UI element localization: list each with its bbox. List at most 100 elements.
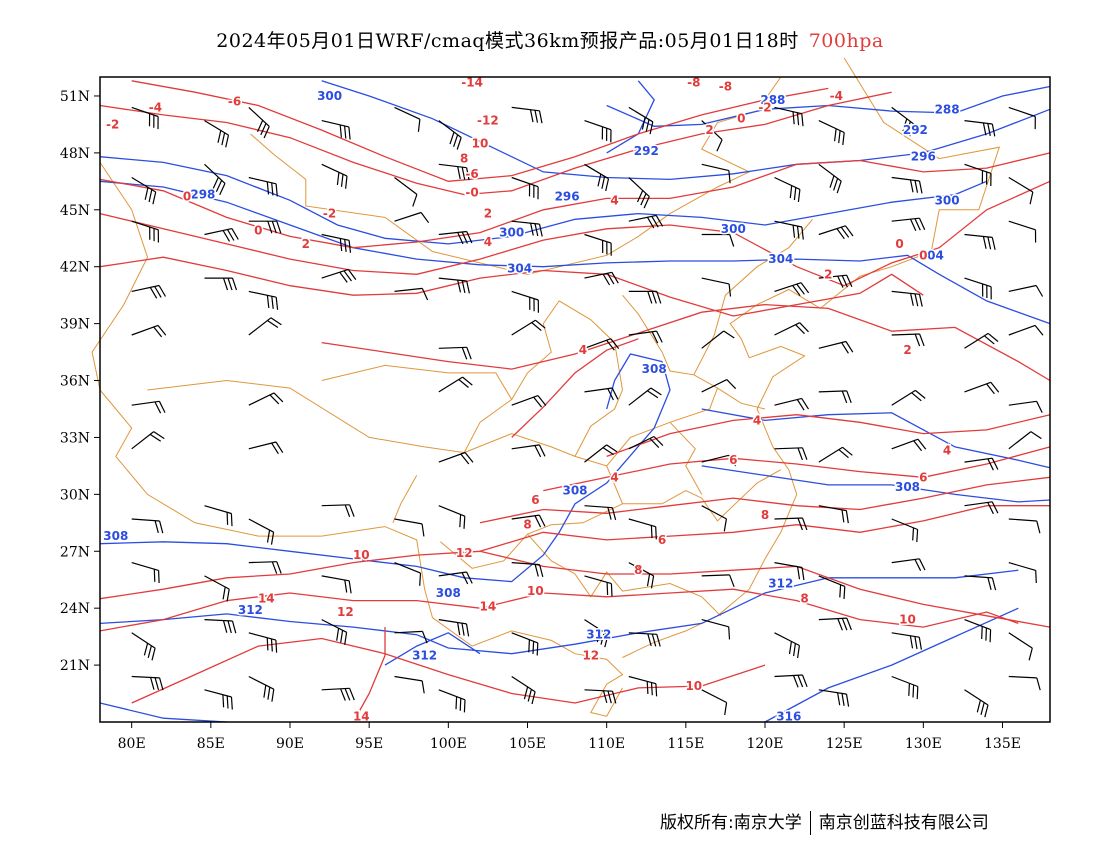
lat-label: 27N: [60, 544, 90, 560]
wind-barb: [438, 163, 470, 181]
temperature-label: 4: [609, 192, 620, 209]
wind-barb: [818, 505, 849, 524]
geopotential-label: 292: [901, 122, 929, 139]
lon-label: 130E: [905, 736, 942, 752]
lon-label: 115E: [667, 736, 704, 752]
border-line: [147, 364, 513, 454]
wind-barb: [511, 444, 546, 458]
wind-barb: [818, 390, 852, 404]
wind-barb: [964, 457, 999, 471]
company-text: 南京创蓝科技有限公司: [818, 813, 989, 833]
svg-text:296: 296: [555, 190, 580, 204]
lat-label: 45N: [60, 203, 90, 219]
wind-barb: [701, 689, 728, 716]
geopotential-label: 312: [236, 602, 264, 619]
temperature-label: 10: [898, 611, 918, 628]
wind-barb: [584, 163, 610, 192]
wind-barb: [1008, 176, 1034, 205]
svg-text:300: 300: [935, 193, 960, 207]
wind-barb: [701, 574, 735, 588]
wind-barb: [628, 387, 662, 406]
svg-text:0: 0: [183, 190, 191, 204]
svg-text:304: 304: [507, 262, 532, 276]
svg-text:-2: -2: [106, 117, 119, 131]
temperature-label: 6: [656, 531, 667, 548]
temperature-label: 14: [256, 590, 276, 607]
lon-label: 135E: [984, 736, 1021, 752]
svg-text:2: 2: [903, 343, 911, 357]
wind-barb: [774, 397, 810, 411]
wind-barb: [248, 290, 279, 310]
lat-label: 51N: [60, 89, 90, 105]
svg-text:2: 2: [705, 123, 713, 137]
lon-label: 120E: [747, 736, 784, 752]
wind-barb: [394, 211, 430, 224]
wind-barb: [438, 346, 472, 360]
svg-text:0: 0: [254, 224, 262, 238]
temperature-contours: [99, 80, 1051, 723]
lon-label: 80E: [118, 736, 146, 752]
geopotential-contour-line: [99, 156, 987, 245]
wind-barb: [511, 176, 539, 200]
geopotential-label: 296: [909, 148, 937, 165]
border-line: [606, 294, 719, 467]
wind-barb: [964, 233, 996, 250]
temperature-label: 0: [253, 222, 264, 239]
wind-barb: [248, 176, 278, 197]
wind-barb: [394, 562, 422, 586]
geopotential-contour-line: [99, 702, 227, 723]
wind-barb: [891, 176, 923, 194]
footer: 版权所有:南京大学 南京创蓝科技有限公司: [660, 808, 989, 835]
wind-barb: [394, 675, 425, 694]
wind-barb: [204, 277, 238, 291]
wind-barb: [248, 675, 275, 702]
wind-barb: [584, 387, 619, 401]
temperature-label: 12: [454, 545, 474, 562]
wind-barb: [438, 619, 470, 637]
svg-text:2: 2: [824, 267, 832, 281]
temperature-contour-line: [321, 303, 1051, 382]
wind-barb: [131, 176, 157, 205]
svg-text:8: 8: [800, 592, 808, 606]
geopotential-contour-line: [99, 180, 1051, 325]
svg-text:14: 14: [258, 592, 275, 606]
svg-text:6: 6: [658, 533, 666, 547]
wind-barb: [701, 505, 727, 532]
svg-text:308: 308: [642, 362, 667, 376]
svg-text:-8: -8: [687, 76, 700, 90]
geopotential-label: 316: [775, 708, 803, 725]
svg-text:10: 10: [899, 613, 916, 627]
temperature-contour-line: [99, 588, 1019, 632]
wind-barb: [584, 689, 617, 704]
wind-barb: [511, 675, 536, 705]
svg-text:4: 4: [943, 444, 951, 458]
temperature-contour-line: [543, 446, 1051, 492]
wind-barb: [774, 632, 800, 659]
wind-barb: [774, 106, 804, 127]
svg-text:6: 6: [531, 493, 539, 507]
wind-barb: [321, 687, 355, 701]
svg-text:8: 8: [460, 152, 468, 166]
svg-text:-12: -12: [477, 114, 499, 128]
wind-barb: [204, 163, 226, 196]
geopotential-contour-line: [764, 607, 1019, 723]
geopotential-contour-line: [701, 465, 1051, 503]
svg-text:10: 10: [472, 136, 489, 150]
wind-barb: [584, 338, 620, 351]
temperature-label: -8: [686, 74, 702, 91]
wind-barb: [394, 177, 418, 207]
temperature-label: 8: [759, 507, 770, 524]
wind-barb: [701, 454, 737, 467]
wind-barb: [628, 675, 658, 697]
temperature-label: 10: [351, 547, 371, 564]
temperature-label: -6: [226, 93, 242, 110]
temperature-label: -8: [717, 78, 733, 95]
svg-text:4: 4: [484, 235, 492, 249]
wind-barb: [964, 575, 997, 591]
geopotential-contour-line: [606, 80, 655, 154]
temperature-label: 6: [728, 452, 739, 469]
temperature-contour-line: [606, 414, 1051, 458]
wind-barb: [891, 106, 915, 137]
geopotential-contours: [99, 80, 1051, 723]
